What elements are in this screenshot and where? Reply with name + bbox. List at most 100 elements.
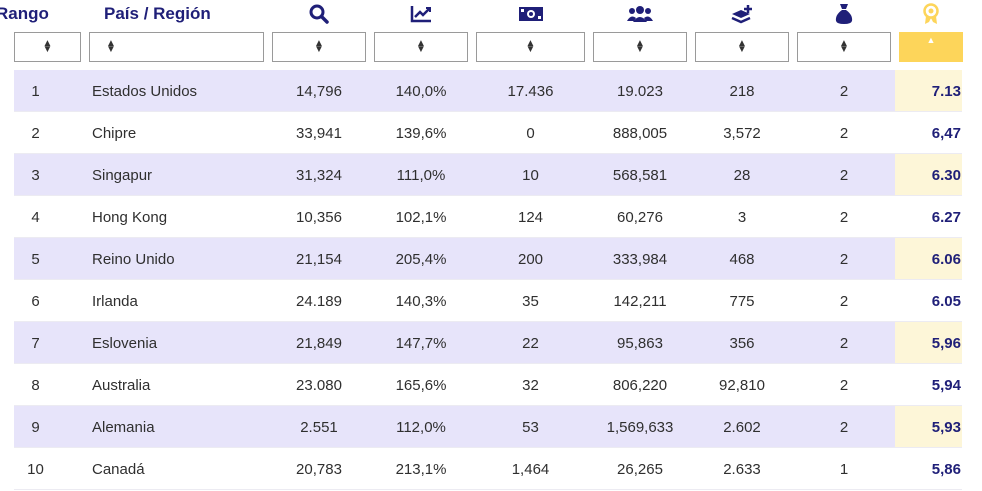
value-cell-c6: 2 <box>839 124 849 142</box>
value-cell-c3: 53 <box>522 418 539 436</box>
country-cell: Hong Kong <box>92 208 168 226</box>
table-row[interactable]: 9 Alemania 2.551 112,0% 53 1,569,633 2.602 2 5,9… <box>14 406 962 448</box>
value-cell-c1: 2.551 <box>300 418 338 436</box>
rank-header[interactable]: Rango <box>0 0 76 28</box>
value-cell-c5: 2.633 <box>723 460 761 478</box>
score-cell-bg <box>895 406 962 448</box>
value-cell-c6: 2 <box>839 250 849 268</box>
score-cell: 6,47 <box>931 124 961 142</box>
table-row[interactable]: 2 Chipre 33,941 139,6% 0 888,005 3,572 2 6,47 <box>14 112 962 154</box>
value-cell-c4: 142,211 <box>613 292 667 310</box>
value-cell-c4: 806,220 <box>612 376 668 394</box>
country-cell: Reino Unido <box>92 250 175 268</box>
score-cell-bg <box>895 322 962 364</box>
award-medal-icon[interactable] <box>899 0 963 28</box>
col5-sort-button[interactable]: ▲ ▼ <box>695 32 789 62</box>
table-row[interactable]: 6 Irlanda 24.189 140,3% 35 142,211 775 2 6.05 <box>14 280 962 322</box>
score-cell-bg <box>895 70 962 112</box>
col2-sort-button[interactable]: ▲ ▼ <box>374 32 468 62</box>
value-cell-c6: 2 <box>839 292 849 310</box>
rank-sort-button[interactable]: ▲ ▼ <box>14 32 81 62</box>
score-cell: 6.30 <box>931 166 961 184</box>
country-header[interactable]: País / Región <box>104 0 264 28</box>
value-cell-c5: 3,572 <box>723 124 761 142</box>
score-cell: 6.27 <box>931 208 961 226</box>
sort-arrows-icon: ▲ ▼ <box>106 38 116 55</box>
value-cell-c4: 60,276 <box>617 208 663 226</box>
score-cell-bg <box>895 112 962 154</box>
value-cell-c2: 139,6% <box>395 124 447 142</box>
chart-line-icon[interactable] <box>374 0 468 28</box>
col3-sort-button[interactable]: ▲ ▼ <box>476 32 585 62</box>
layers-plus-icon[interactable] <box>695 0 789 28</box>
row-divider <box>14 153 962 154</box>
money-bill-icon[interactable] <box>476 0 585 28</box>
table-row[interactable]: 8 Australia 23.080 165,6% 32 806,220 92,810 2 5,… <box>14 364 962 406</box>
row-divider <box>14 321 962 322</box>
value-cell-c1: 20,783 <box>296 460 342 478</box>
value-cell-c5: 3 <box>737 208 747 226</box>
value-cell-c2: 112,0% <box>396 418 446 436</box>
rank-cell: 9 <box>31 418 40 436</box>
value-cell-c2: 140,3% <box>395 292 447 310</box>
value-cell-c3: 0 <box>526 124 535 142</box>
score-cell-bg <box>895 238 962 280</box>
row-divider <box>14 489 962 490</box>
value-cell-c6: 2 <box>839 418 849 436</box>
value-cell-c1: 23.080 <box>296 376 342 394</box>
value-cell-c3: 124 <box>517 208 544 226</box>
value-cell-c5: 775 <box>729 292 755 310</box>
score-cell: 6.06 <box>931 250 961 268</box>
country-header-label: País / Región <box>104 4 211 23</box>
rank-cell: 6 <box>31 292 40 310</box>
value-cell-c3: 1,464 <box>511 460 550 478</box>
value-cell-c6: 2 <box>839 82 849 100</box>
row-divider <box>14 447 962 448</box>
rank-cell: 5 <box>31 250 40 268</box>
score-cell-bg <box>895 280 962 322</box>
table-row[interactable]: 10 Canadá 20,783 213,1% 1,464 26,265 2.633 1 5,8… <box>14 448 962 490</box>
value-cell-c2: 111,0% <box>396 166 446 184</box>
country-cell: Singapur <box>92 166 153 184</box>
table-row[interactable]: 7 Eslovenia 21,849 147,7% 22 95,863 356 2 5,96 <box>14 322 962 364</box>
col1-sort-button[interactable]: ▲ ▼ <box>272 32 366 62</box>
value-cell-c6: 2 <box>839 376 849 394</box>
money-bag-icon[interactable] <box>797 0 891 28</box>
users-icon[interactable] <box>593 0 687 28</box>
value-cell-c3: 10 <box>522 166 539 184</box>
value-cell-c2: 213,1% <box>395 460 447 478</box>
value-cell-c6: 1 <box>839 460 849 478</box>
col6-sort-button[interactable]: ▲ ▼ <box>797 32 891 62</box>
table-row[interactable]: 3 Singapur 31,324 111,0% 10 568,581 28 2 6.30 <box>14 154 962 196</box>
country-cell: Irlanda <box>92 292 138 310</box>
table-row[interactable]: 1 Estados Unidos 14,796 140,0% 17.436 19.023 2… <box>14 70 962 112</box>
row-divider <box>14 405 962 406</box>
score-cell: 5,94 <box>931 376 961 394</box>
score-cell-bg <box>895 448 962 490</box>
value-cell-c2: 147,7% <box>395 334 447 352</box>
rank-cell: 1 <box>31 82 40 100</box>
table-row[interactable]: 5 Reino Unido 21,154 205,4% 200 333,984 468 2 6.… <box>14 238 962 280</box>
search-icon[interactable] <box>272 0 366 28</box>
value-cell-c4: 333,984 <box>612 250 668 268</box>
value-cell-c5: 2.602 <box>723 418 761 436</box>
country-sort-button[interactable]: ▲ ▼ <box>89 32 264 62</box>
value-cell-c3: 22 <box>522 334 539 352</box>
value-cell-c4: 26,265 <box>617 460 663 478</box>
value-cell-c2: 140,0% <box>395 82 447 100</box>
country-cell: Canadá <box>92 460 145 478</box>
rank-cell: 4 <box>31 208 40 226</box>
score-cell-bg <box>895 196 962 238</box>
value-cell-c4: 568,581 <box>612 166 668 184</box>
table-row[interactable]: 4 Hong Kong 10,356 102,1% 124 60,276 3 2 6.27 <box>14 196 962 238</box>
value-cell-c2: 102,1% <box>395 208 447 226</box>
score-sort-button-active[interactable]: ▲ <box>899 32 963 62</box>
country-cell: Estados Unidos <box>92 82 198 100</box>
rank-cell: 2 <box>31 124 40 142</box>
score-cell: 6.05 <box>931 292 961 310</box>
country-cell: Alemania <box>92 418 155 436</box>
sort-ascending-icon: ▲ <box>926 35 936 45</box>
rank-cell: 8 <box>31 376 40 394</box>
col4-sort-button[interactable]: ▲ ▼ <box>593 32 687 62</box>
